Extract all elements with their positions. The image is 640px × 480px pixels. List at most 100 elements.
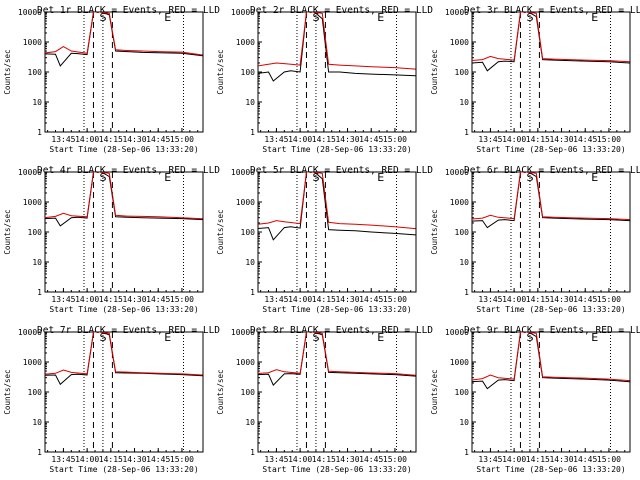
y-tick-label: 1 (464, 128, 469, 137)
y-tick-label: 10000 (445, 8, 469, 17)
x-tick-label: 14:00 (288, 295, 312, 304)
series-line-events (45, 172, 203, 227)
y-tick-label: 100 (241, 388, 256, 397)
x-tick-label: 14:15 (99, 295, 123, 304)
y-tick-label: 10 (459, 258, 469, 267)
x-tick-label: 15:00 (170, 455, 194, 464)
x-tick-label: 14:00 (502, 295, 526, 304)
plot-frame (471, 331, 631, 453)
marker-e: E (377, 171, 384, 184)
plot-area (258, 172, 416, 241)
panel-2: Det 2r BLACK = Events, RED = LLD Counts/s… (216, 5, 433, 154)
panel-4: Det 4r BLACK = Events, RED = LLD Counts/s… (3, 165, 220, 314)
x-tick-label: 14:45 (359, 295, 383, 304)
x-axis-label: Start Time (28-Sep-06 13:33:20) (476, 305, 625, 314)
x-tick-label: 14:45 (573, 135, 597, 144)
y-tick-label: 10 (32, 418, 42, 427)
y-tick-label: 10 (245, 98, 255, 107)
y-tick-label: 10000 (445, 168, 469, 177)
series-line-events (258, 172, 416, 241)
y-tick-label: 1000 (23, 38, 42, 47)
y-tick-label: 1000 (236, 358, 255, 367)
y-tick-label: 1000 (450, 38, 469, 47)
y-tick-label: 100 (455, 388, 470, 397)
series-line-events (45, 332, 203, 386)
x-tick-label: 14:45 (146, 135, 170, 144)
marker-s: S (312, 171, 319, 184)
x-tick-label: 14:15 (99, 455, 123, 464)
y-tick-label: 100 (241, 68, 256, 77)
x-tick-label: 14:30 (335, 135, 359, 144)
marker-e: E (164, 11, 171, 24)
x-tick-label: 14:00 (288, 135, 312, 144)
y-tick-label: 100 (241, 228, 256, 237)
x-tick-label: 14:30 (122, 135, 146, 144)
x-tick-label: 15:00 (170, 135, 194, 144)
plot-area (258, 332, 416, 386)
x-tick-label: 14:15 (526, 295, 550, 304)
series-line-events (45, 12, 203, 67)
y-axis-label: Counts/sec (216, 369, 225, 414)
marker-s: S (526, 331, 533, 344)
plot-frame (44, 171, 204, 293)
y-tick-label: 1 (37, 288, 42, 297)
y-tick-label: 10000 (18, 8, 42, 17)
x-tick-label: 14:15 (312, 135, 336, 144)
x-tick-label: 14:15 (312, 455, 336, 464)
x-tick-label: 14:15 (526, 455, 550, 464)
series-line-lld (472, 332, 630, 382)
panel-title: Det 6r BLACK = Events, RED = LLD (464, 165, 640, 176)
x-tick-label: 15:00 (383, 295, 407, 304)
plot-area (472, 12, 630, 72)
panel-title: Det 2r BLACK = Events, RED = LLD (250, 5, 433, 16)
panel-title: Det 1r BLACK = Events, RED = LLD (37, 5, 220, 16)
marker-s: S (526, 171, 533, 184)
x-tick-label: 14:45 (573, 455, 597, 464)
marker-s: S (526, 11, 533, 24)
marker-e: E (164, 331, 171, 344)
marker-s: S (312, 11, 319, 24)
y-tick-label: 100 (28, 228, 43, 237)
x-tick-label: 13:45 (478, 295, 502, 304)
x-tick-label: 13:45 (264, 455, 288, 464)
y-tick-label: 1000 (450, 358, 469, 367)
y-tick-label: 1000 (236, 38, 255, 47)
x-tick-label: 13:45 (478, 135, 502, 144)
series-line-lld (45, 332, 203, 376)
x-tick-label: 14:15 (99, 135, 123, 144)
x-tick-label: 14:45 (146, 455, 170, 464)
x-tick-label: 15:00 (597, 135, 621, 144)
x-tick-label: 14:30 (549, 455, 573, 464)
series-line-events (472, 332, 630, 390)
marker-e: E (377, 11, 384, 24)
y-tick-label: 1 (250, 128, 255, 137)
y-tick-label: 10 (245, 258, 255, 267)
y-tick-label: 10 (459, 418, 469, 427)
y-tick-label: 10000 (231, 328, 255, 337)
y-tick-label: 10000 (231, 8, 255, 17)
x-tick-label: 14:45 (573, 295, 597, 304)
y-tick-label: 1000 (23, 358, 42, 367)
series-line-lld (472, 12, 630, 63)
series-line-lld (258, 12, 416, 70)
x-axis-label: Start Time (28-Sep-06 13:33:20) (49, 465, 198, 474)
x-axis-label: Start Time (28-Sep-06 13:33:20) (476, 145, 625, 154)
y-tick-label: 10 (459, 98, 469, 107)
x-tick-label: 14:45 (359, 455, 383, 464)
y-axis-label: Counts/sec (216, 49, 225, 94)
series-line-lld (45, 172, 203, 220)
series-line-events (258, 332, 416, 386)
x-tick-label: 13:45 (51, 455, 75, 464)
y-tick-label: 10 (32, 258, 42, 267)
y-axis-label: Counts/sec (216, 209, 225, 254)
plot-frame (257, 331, 417, 453)
y-tick-label: 100 (28, 68, 43, 77)
x-tick-label: 13:45 (264, 135, 288, 144)
series-line-events (472, 172, 630, 229)
marker-s: S (312, 331, 319, 344)
plot-area (45, 12, 203, 67)
y-tick-label: 1000 (236, 198, 255, 207)
series-line-lld (258, 172, 416, 230)
x-tick-label: 14:00 (75, 295, 99, 304)
x-tick-label: 15:00 (383, 135, 407, 144)
